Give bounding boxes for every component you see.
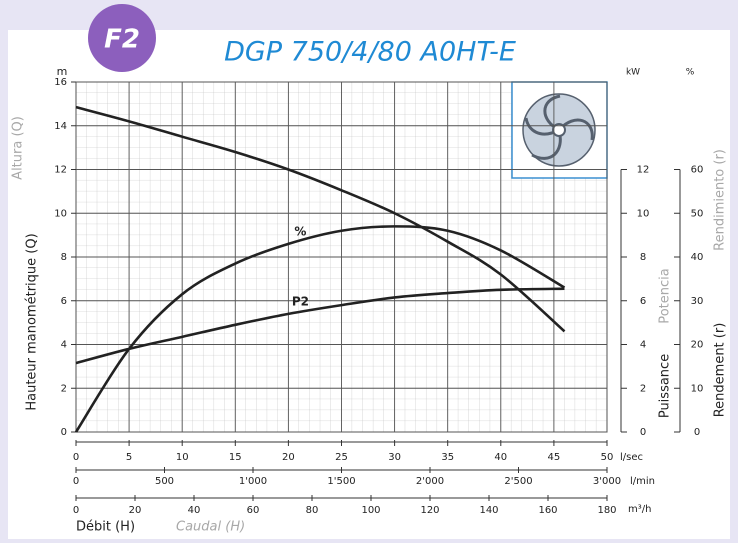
curve (75, 287, 565, 365)
y-unit: m (57, 65, 68, 78)
y-tick-label: 10 (54, 208, 67, 219)
x2-tick-label: 2'500 (504, 476, 532, 487)
y3-tick-label: 50 (691, 208, 704, 219)
x-tick-label: 25 (335, 452, 348, 463)
x2-tick-label: 3'000 (593, 476, 621, 487)
y3-tick-label: 20 (691, 340, 704, 351)
y-tick-label: 0 (61, 427, 67, 438)
y-tick-label: 6 (61, 296, 67, 307)
x3-tick-label: 140 (479, 505, 498, 516)
y-tick-label: 8 (61, 252, 67, 263)
x2-tick-label: 0 (73, 476, 79, 487)
x3-tick-label: 0 (73, 505, 79, 516)
x3-tick-label: 60 (247, 505, 260, 516)
y3-tick-label: 30 (691, 296, 704, 307)
x3-tick-label: 120 (420, 505, 439, 516)
x-tick-label: 0 (73, 452, 79, 463)
x-tick-label: 30 (388, 452, 401, 463)
x-tick-label: 15 (229, 452, 242, 463)
x3-tick-label: 100 (361, 505, 380, 516)
y2-tick-label: 2 (640, 383, 646, 394)
y2-unit: kW (626, 68, 640, 78)
y-tick-label: 4 (61, 340, 67, 351)
x-tick-label: 40 (494, 452, 507, 463)
x2-tick-label: 1'000 (239, 476, 267, 487)
y-tick-label: 2 (61, 383, 67, 394)
x-label-alt: Caudal (H) (176, 520, 245, 535)
y-tick-label: 16 (54, 77, 67, 88)
x-tick-label: 50 (601, 452, 614, 463)
x-label: Débit (H) (76, 520, 135, 535)
x3-tick-label: 160 (538, 505, 557, 516)
x-tick-label: 35 (441, 452, 454, 463)
x2-tick-label: 500 (155, 476, 174, 487)
x-tick-label: 5 (126, 452, 132, 463)
y3-tick-label: 0 (694, 427, 700, 438)
y2-label: Puissance (658, 354, 673, 418)
curve (74, 225, 566, 433)
y-tick-label: 12 (54, 165, 67, 176)
x2-unit: l/min (630, 476, 655, 487)
y3-tick-label: 10 (691, 383, 704, 394)
x3-tick-label: 80 (306, 505, 319, 516)
badge (88, 4, 156, 72)
x3-tick-label: 20 (129, 505, 142, 516)
x3-tick-label: 180 (597, 505, 616, 516)
x-unit: l/sec (620, 452, 643, 463)
y2-tick-label: 4 (640, 340, 646, 351)
y2-tick-label: 10 (637, 208, 650, 219)
x-tick-label: 45 (548, 452, 561, 463)
y-tick-label: 14 (54, 121, 67, 132)
y2-tick-label: 6 (640, 296, 646, 307)
badge-text: F2 (104, 25, 140, 55)
y2-tick-label: 8 (640, 252, 646, 263)
y-label-alt: Altura (Q) (11, 116, 26, 180)
x3-tick-label: 40 (188, 505, 201, 516)
y2-tick-label: 12 (637, 165, 650, 176)
y2-label-alt: Potencia (658, 268, 673, 323)
curve-label: P2 (292, 294, 309, 308)
x2-tick-label: 2'000 (416, 476, 444, 487)
y3-tick-label: 40 (691, 252, 704, 263)
curve-label: % (294, 224, 306, 238)
chart-title: DGP 750/4/80 A0HT-E (224, 37, 516, 68)
y3-label-alt: Rendimiento (r) (713, 149, 728, 251)
y3-label: Rendement (r) (713, 323, 728, 418)
y3-unit: % (686, 68, 695, 78)
y-label: Hauteur manométrique (Q) (25, 233, 40, 410)
x-tick-label: 10 (176, 452, 189, 463)
x3-unit: m³/h (628, 504, 651, 515)
x2-tick-label: 1'500 (327, 476, 355, 487)
curve (75, 105, 566, 333)
y2-tick-label: 0 (640, 427, 646, 438)
y3-tick-label: 60 (691, 165, 704, 176)
impeller-box (511, 81, 608, 179)
x-tick-label: 20 (282, 452, 295, 463)
